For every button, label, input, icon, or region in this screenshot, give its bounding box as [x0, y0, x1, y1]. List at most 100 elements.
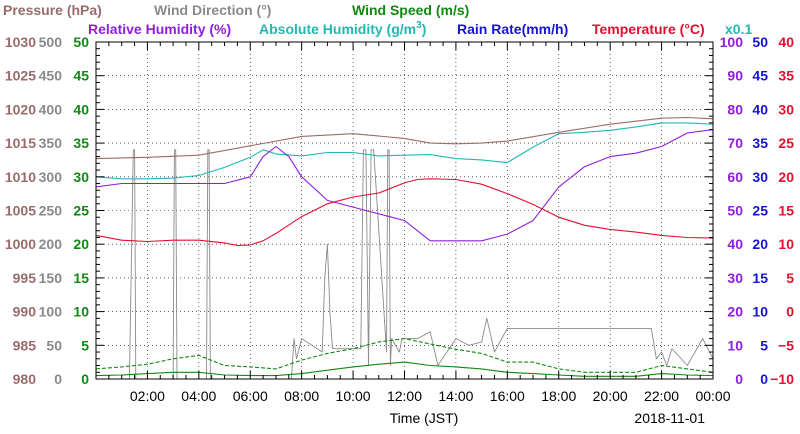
- rain-rate-tick-label: 5: [760, 337, 768, 353]
- rain-rate-tick-label: 25: [752, 203, 768, 219]
- legend: Pressure (hPa) Wind Direction (°) Wind Spe…: [3, 2, 752, 37]
- relative-humidity-tick-label: 60: [727, 169, 743, 185]
- wind-direction-tick-label: 150: [39, 270, 63, 286]
- wind-speed-tick-label: 25: [73, 203, 89, 219]
- date-label: 2018-11-01: [634, 410, 705, 426]
- x-tick-label: 16:00: [490, 388, 525, 404]
- wind-speed-tick-label: 50: [73, 34, 89, 50]
- relative-humidity-tick-label: 10: [727, 337, 743, 353]
- pressure-tick-label: 1020: [5, 101, 36, 117]
- wind-speed-tick-label: 35: [73, 135, 89, 151]
- wind-speed-line: [95, 338, 714, 373]
- legend-wind-direction: Wind Direction (°): [154, 2, 271, 18]
- wind-speed-tick-label: 30: [73, 169, 89, 185]
- pressure-tick-label: 1030: [5, 34, 36, 50]
- temperature-tick-label: 0: [786, 304, 794, 320]
- relative-humidity-tick-label: 40: [727, 236, 743, 252]
- x-tick-label: 18:00: [541, 388, 576, 404]
- pressure-tick-label: 1010: [5, 169, 36, 185]
- temperature-tick-label: 35: [778, 68, 794, 84]
- temperature-tick-label: 10: [778, 236, 794, 252]
- x-tick-label: 00:00: [695, 388, 730, 404]
- relative-humidity-tick-label: 30: [727, 270, 743, 286]
- x-tick-label: 12:00: [387, 388, 422, 404]
- x-tick-label: 20:00: [593, 388, 628, 404]
- temperature-tick-label: −5: [778, 337, 794, 353]
- wind-direction-tick-label: 250: [39, 203, 63, 219]
- left-axes: 1030102510201015101010051000995990985980…: [5, 34, 89, 387]
- temperature-tick-label: 20: [778, 169, 794, 185]
- legend-rain-rate: Rain Rate(mm/h): [457, 21, 568, 37]
- rain-rate-tick-label: 20: [752, 236, 768, 252]
- relative-humidity-tick-label: 70: [727, 135, 743, 151]
- wind-direction-tick-label: 0: [54, 371, 62, 387]
- x-tick-label: 22:00: [644, 388, 679, 404]
- rain-rate-tick-label: 10: [752, 304, 768, 320]
- wind-speed-tick-label: 10: [73, 304, 89, 320]
- wind-direction-tick-label: 50: [46, 337, 62, 353]
- rain-rate-tick-label: 15: [752, 270, 768, 286]
- x-tick-label: 08:00: [284, 388, 319, 404]
- x-axis-label: Time (JST): [390, 410, 459, 426]
- x-tick-label: 04:00: [181, 388, 216, 404]
- pressure-line: [95, 116, 714, 160]
- grid: [96, 42, 713, 379]
- relative-humidity-tick-label: 100: [720, 34, 744, 50]
- relative-humidity-tick-label: 20: [727, 304, 743, 320]
- temperature-tick-label: −10: [770, 371, 794, 387]
- pressure-tick-label: 980: [13, 371, 37, 387]
- wind-direction-tick-label: 500: [39, 34, 63, 50]
- rain-rate-tick-label: 35: [752, 135, 768, 151]
- wind-speed-tick-label: 45: [73, 68, 89, 84]
- rain-rate-tick-label: 30: [752, 169, 768, 185]
- legend-relative-humidity: Relative Humidity (%): [88, 21, 231, 37]
- x-tick-label: 06:00: [233, 388, 268, 404]
- pressure-tick-label: 985: [13, 337, 37, 353]
- rain-rate-tick-label: 0: [760, 371, 768, 387]
- x-tick-label: 10:00: [336, 388, 371, 404]
- pressure-tick-label: 1005: [5, 203, 36, 219]
- wind-direction-tick-label: 450: [39, 68, 63, 84]
- wind-speed-tick-label: 40: [73, 101, 89, 117]
- pressure-tick-label: 995: [13, 270, 37, 286]
- wind-speed-tick-label: 0: [81, 371, 89, 387]
- relative-humidity-tick-label: 50: [727, 203, 743, 219]
- wind-speed-tick-label: 5: [81, 337, 89, 353]
- wind-direction-tick-label: 400: [39, 101, 63, 117]
- temperature-tick-label: 40: [778, 34, 794, 50]
- wind-direction-tick-label: 350: [39, 135, 63, 151]
- rain-rate-tick-label: 45: [752, 68, 768, 84]
- wind-direction-line: [96, 149, 714, 380]
- relative-humidity-tick-label: 0: [735, 371, 743, 387]
- temperature-line: [95, 178, 714, 247]
- x-tick-label: 02:00: [130, 388, 165, 404]
- legend-scale-note: x0.1: [725, 21, 752, 37]
- pressure-tick-label: 990: [13, 304, 37, 320]
- pressure-tick-label: 1015: [5, 135, 36, 151]
- temperature-tick-label: 15: [778, 203, 794, 219]
- wind-direction-tick-label: 200: [39, 236, 63, 252]
- temperature-tick-label: 30: [778, 101, 794, 117]
- absolute-humidity-line: [95, 122, 714, 180]
- wind-speed-tick-label: 15: [73, 270, 89, 286]
- relative-humidity-line: [95, 129, 714, 242]
- pressure-tick-label: 1025: [5, 68, 36, 84]
- relative-humidity-tick-label: 80: [727, 101, 743, 117]
- legend-wind-speed: Wind Speed (m/s): [352, 2, 469, 18]
- legend-pressure: Pressure (hPa): [3, 2, 102, 18]
- temperature-tick-label: 25: [778, 135, 794, 151]
- legend-absolute-humidity: Absolute Humidity (g/m3): [259, 20, 426, 37]
- rain-rate-tick-label: 40: [752, 101, 768, 117]
- x-axis-ticks: 02:00 04:00 06:00 08:00 10:00 12:00 14:00 16:00…: [95, 41, 731, 404]
- wind-direction-tick-label: 300: [39, 169, 63, 185]
- right-axes: 1009080706050403020100504540353025201510…: [720, 34, 795, 387]
- series-layer: [95, 116, 714, 380]
- wind-speed-tick-label: 20: [73, 236, 89, 252]
- legend-temperature: Temperature (°C): [592, 21, 705, 37]
- wind-direction-tick-label: 100: [39, 304, 63, 320]
- x-tick-label: 14:00: [438, 388, 473, 404]
- temperature-tick-label: 5: [786, 270, 794, 286]
- rain-rate-tick-label: 50: [752, 34, 768, 50]
- pressure-tick-label: 1000: [5, 236, 36, 252]
